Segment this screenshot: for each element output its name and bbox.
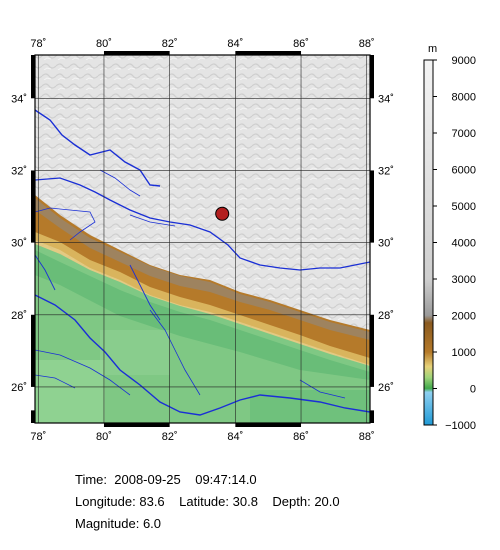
longitude-tick-label: 86˚ <box>293 431 309 443</box>
latitude-labels: 26˚ 26˚ 28˚ 28˚ 30˚ 30˚ 32˚ 32˚ 34˚ 34˚ <box>11 93 394 394</box>
elevation-colorbar <box>423 59 434 426</box>
frame-bar <box>370 170 374 243</box>
longitude-tick-label: 82˚ <box>162 38 178 50</box>
colorbar-tick-label: 7000 <box>452 128 476 140</box>
colorbar-tick-label: 4000 <box>452 238 476 250</box>
latitude-tick-label: 26˚ <box>11 382 27 394</box>
himalaya-range <box>35 195 370 365</box>
river <box>99 169 141 197</box>
frame-bar <box>103 51 170 55</box>
magnitude-value: 6.0 <box>142 516 162 531</box>
latitude-tick-label: 34˚ <box>11 93 27 105</box>
frame-bar <box>370 55 374 99</box>
colorbar-labels: 9000 8000 7000 6000 5000 4000 3000 2000 1000 0 −10… <box>433 55 476 432</box>
magnitude-line: Magnitude: 6.0 <box>75 516 161 531</box>
latitude-tick-label: 32˚ <box>378 165 394 177</box>
latitude-tick-label: 32˚ <box>11 165 27 177</box>
magnitude-label: Magnitude: <box>75 516 140 531</box>
latitude-tick-label: 28˚ <box>11 310 27 322</box>
colorbar-tick-label: −1000 <box>445 420 476 432</box>
frame-bar <box>103 423 170 427</box>
colorbar-tick-label: 3000 <box>452 274 476 286</box>
river <box>299 379 346 399</box>
frame-bar <box>235 51 302 55</box>
frame-bar <box>370 314 374 387</box>
latitude-tick-label: 26˚ <box>378 382 394 394</box>
latitude-tick-label: 34˚ <box>378 93 394 105</box>
frame-bar <box>370 410 374 423</box>
river <box>35 349 131 396</box>
rivers-layer <box>35 109 370 416</box>
colorbar-tick-label: 5000 <box>452 201 476 213</box>
longitude-tick-label: 84˚ <box>227 431 243 443</box>
high-ridge <box>35 198 370 340</box>
frame-bar <box>31 314 35 387</box>
longitude-tick-label: 86˚ <box>293 38 309 50</box>
colorbar-tick-label: 8000 <box>452 92 476 104</box>
longitude-tick-label: 80˚ <box>96 38 112 50</box>
date-value: 2008-09-25 <box>114 472 181 487</box>
colorbar-tick-label: 9000 <box>452 55 476 67</box>
river <box>129 214 176 227</box>
depth-label: Depth: <box>272 494 311 509</box>
frame-bar <box>31 170 35 243</box>
time-line: Time: 2008-09-25 09:47:14.0 <box>75 472 257 487</box>
latitude-tick-label: 30˚ <box>378 238 394 250</box>
river <box>149 309 201 396</box>
longitude-tick-label: 82˚ <box>162 431 178 443</box>
frame-bar <box>31 410 35 423</box>
latitude-tick-label: 28˚ <box>378 310 394 322</box>
river-tsangpo <box>35 177 370 271</box>
longitude-tick-label: 88˚ <box>359 38 375 50</box>
frame-ticks <box>31 51 374 427</box>
frame-bar <box>235 423 302 427</box>
delta-lowland <box>250 390 370 423</box>
longitude-tick-label: 78˚ <box>30 38 46 50</box>
depth-value: 20.0 <box>314 494 340 509</box>
location-line: Longitude: 83.6 Latitude: 30.8 Depth: 20… <box>75 494 340 509</box>
river <box>129 264 161 321</box>
foothill-forest <box>35 250 370 380</box>
colorbar-tick-label: 1000 <box>452 347 476 359</box>
river <box>35 374 76 389</box>
river-ganges <box>35 294 370 416</box>
latitude-label: Latitude: <box>179 494 229 509</box>
longitude-labels: 78˚ 78˚ 80˚ 80˚ 82˚ 82˚ 84˚ 84˚ 86˚ 86˚ 88˚ 88˚ <box>30 38 374 443</box>
colorbar-tick-label: 0 <box>470 384 476 396</box>
terrain-layer <box>35 55 370 423</box>
colorbar-tick-label: 2000 <box>452 311 476 323</box>
river <box>35 207 96 241</box>
longitude-tick-label: 84˚ <box>227 38 243 50</box>
time-value: 09:47:14.0 <box>195 472 257 487</box>
longitude-tick-label: 78˚ <box>30 431 46 443</box>
latitude-tick-label: 30˚ <box>11 238 27 250</box>
river <box>35 109 161 187</box>
foothill-band <box>35 232 370 368</box>
plain-patch <box>100 330 170 375</box>
frame-bar <box>31 55 35 99</box>
epicenter-marker <box>215 206 230 221</box>
colorbar-unit: m <box>428 43 437 55</box>
time-label: Time: <box>75 472 108 487</box>
longitude-label: Longitude: <box>75 494 136 509</box>
longitude-tick-label: 88˚ <box>359 431 375 443</box>
longitude-tick-label: 80˚ <box>96 431 112 443</box>
longitude-value: 83.6 <box>139 494 165 509</box>
graticule <box>35 55 370 423</box>
plain-patch-west <box>35 360 105 423</box>
latitude-value: 30.8 <box>232 494 258 509</box>
colorbar-tick-label: 6000 <box>452 165 476 177</box>
